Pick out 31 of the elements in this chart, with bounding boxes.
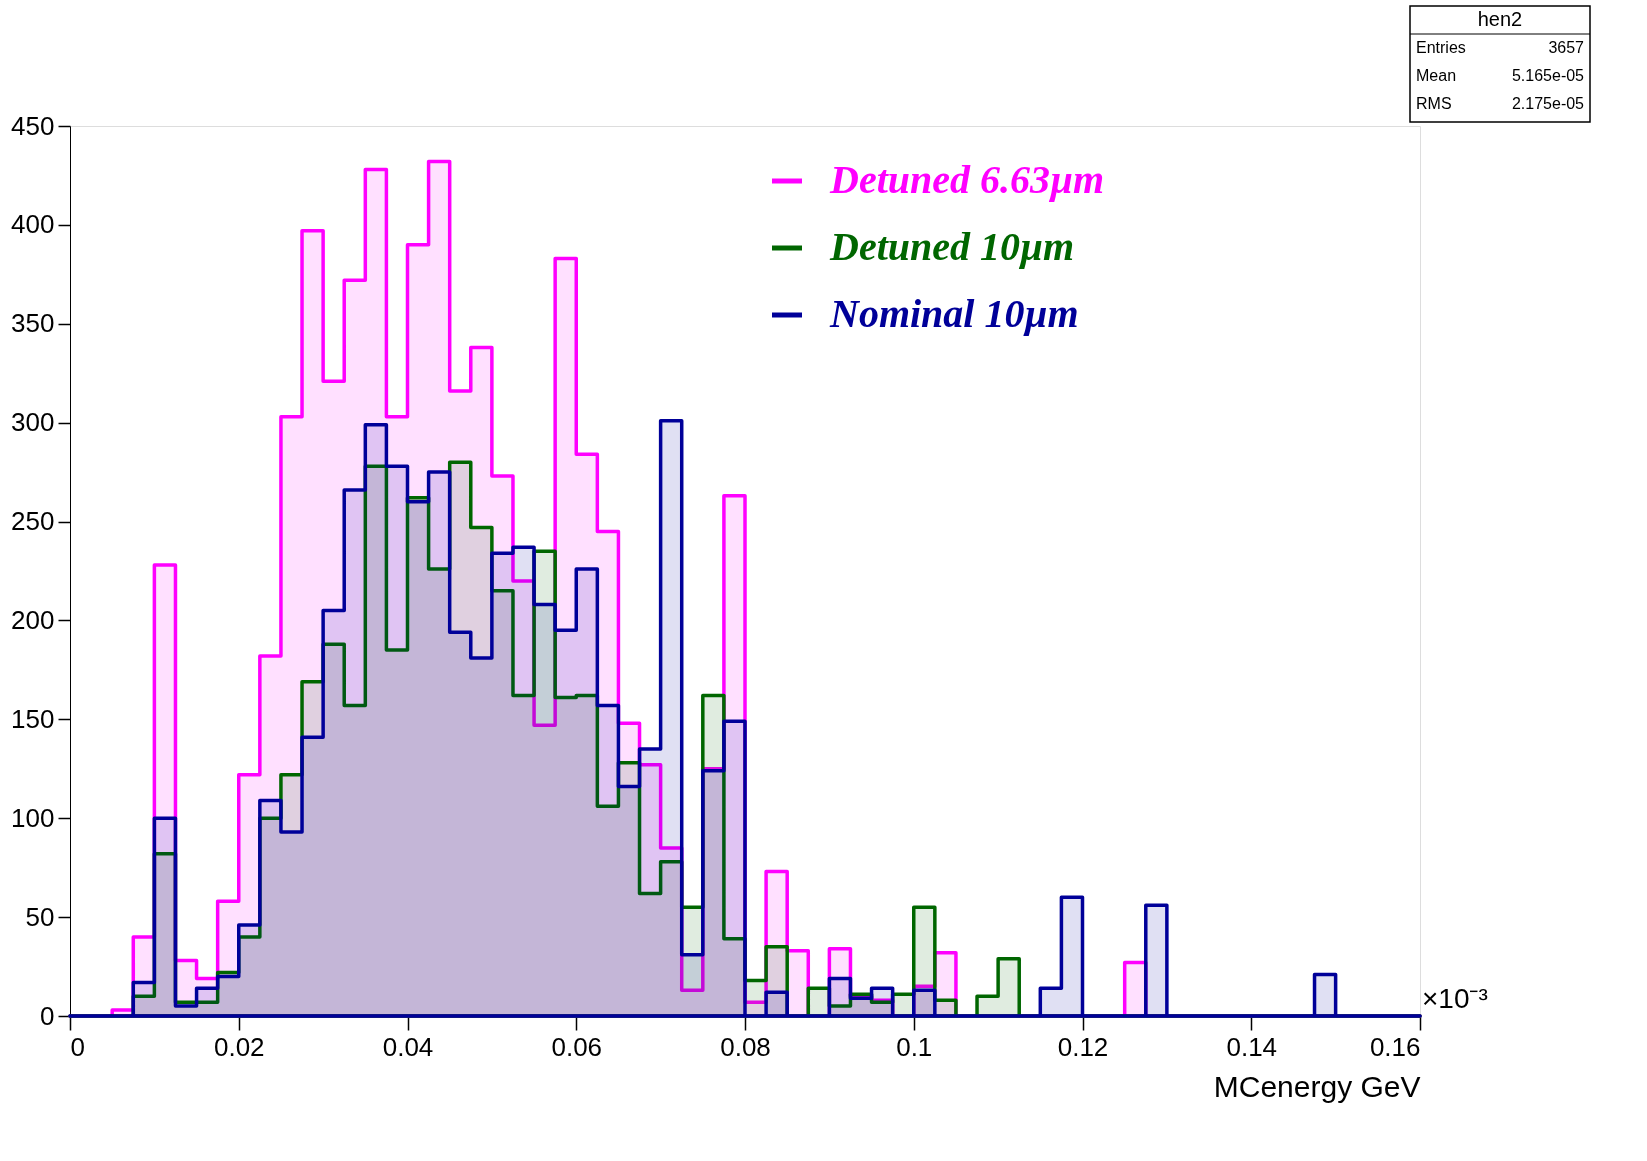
legend-label: Detuned 6.63µm [829,157,1105,202]
x-axis-title: MCenergy GeV [1213,1069,1421,1103]
text: hen2 [1477,8,1523,30]
y-tick-label: 250 [11,506,55,537]
text: 3657 [1548,39,1585,56]
x-tick-label: 0.16 [1369,1031,1421,1062]
x-tick-label: 0.06 [551,1031,603,1062]
y-tick-label: 100 [11,802,55,833]
y-tick-label: 200 [11,604,55,635]
x-tick-label: 0.14 [1226,1031,1278,1062]
x-tick-label: 0.08 [720,1031,771,1062]
y-tick-label: 450 [11,110,55,141]
legend-label: Nominal 10µm [829,291,1079,336]
text: 5.165e-05 [1511,67,1585,84]
legend-label: Detuned 10µm [829,224,1075,269]
y-tick-label: 0 [40,1000,55,1031]
y-tick-label: 350 [11,308,55,339]
x-tick-label: 0 [70,1031,85,1062]
y-tick-label: 150 [11,703,55,734]
text: Entries [1416,39,1466,56]
text: Mean [1416,67,1457,84]
x-tick-label: 0.04 [382,1031,434,1062]
y-tick-label: 300 [11,407,55,438]
y-tick-label: 50 [25,901,55,932]
x-tick-label: 0.1 [896,1031,933,1062]
y-tick-label: 400 [11,209,55,240]
x-tick-label: 0.12 [1057,1031,1109,1062]
text: ×10⁻³ [1422,983,1488,1014]
text: 2.175e-05 [1511,95,1585,112]
x-tick-label: 0.02 [213,1031,265,1062]
text: RMS [1416,95,1452,112]
